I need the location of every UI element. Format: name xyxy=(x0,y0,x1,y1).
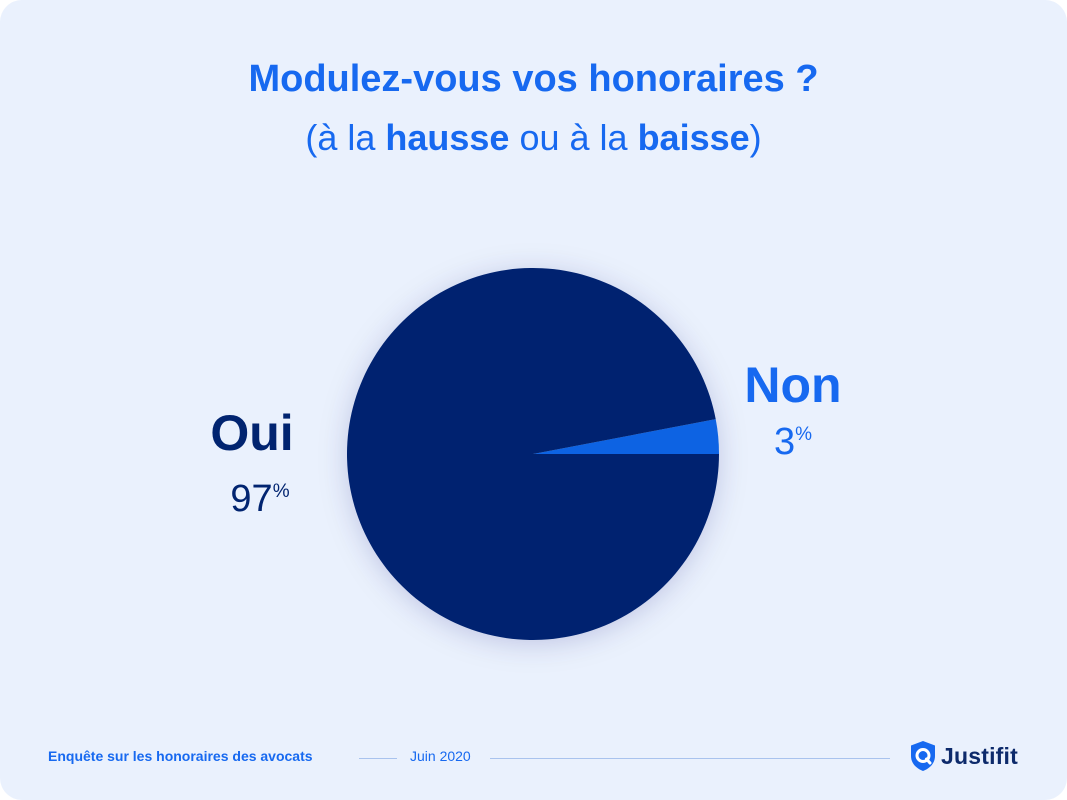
justifit-shield-logo-icon xyxy=(911,741,935,771)
chart-subtitle: (à la hausse ou à la baisse) xyxy=(0,117,1067,159)
subtitle-middle: ou à la xyxy=(509,117,638,158)
subtitle-word-hausse: hausse xyxy=(385,117,510,158)
chart-title: Modulez-vous vos honoraires ? xyxy=(248,58,819,100)
pie-slice-oui xyxy=(346,267,719,640)
pie-slices xyxy=(346,267,719,640)
slice-label-oui: Oui xyxy=(210,405,293,461)
slice-value-unit-non: % xyxy=(795,424,812,445)
slice-value-unit-oui: % xyxy=(273,481,290,502)
footer-divider xyxy=(490,758,890,759)
slice-value-number-non: 3 xyxy=(774,421,795,463)
survey-title: Enquête sur les honoraires des avocats xyxy=(48,748,313,764)
slice-label-non: Non xyxy=(744,357,841,413)
footer-divider xyxy=(359,758,397,759)
subtitle-open: (à la xyxy=(305,117,386,158)
footer: Enquête sur les honoraires des avocats J… xyxy=(48,748,1023,768)
slice-value-oui: 97% xyxy=(230,478,289,520)
slice-value-non: 3% xyxy=(774,421,812,463)
survey-date: Juin 2020 xyxy=(410,748,471,764)
pie-slice-non xyxy=(533,419,719,454)
subtitle-word-baisse: baisse xyxy=(637,117,750,158)
subtitle-close: ) xyxy=(749,117,762,158)
brand-name: Justifit xyxy=(941,743,1018,769)
slice-value-number-oui: 97 xyxy=(230,478,272,520)
